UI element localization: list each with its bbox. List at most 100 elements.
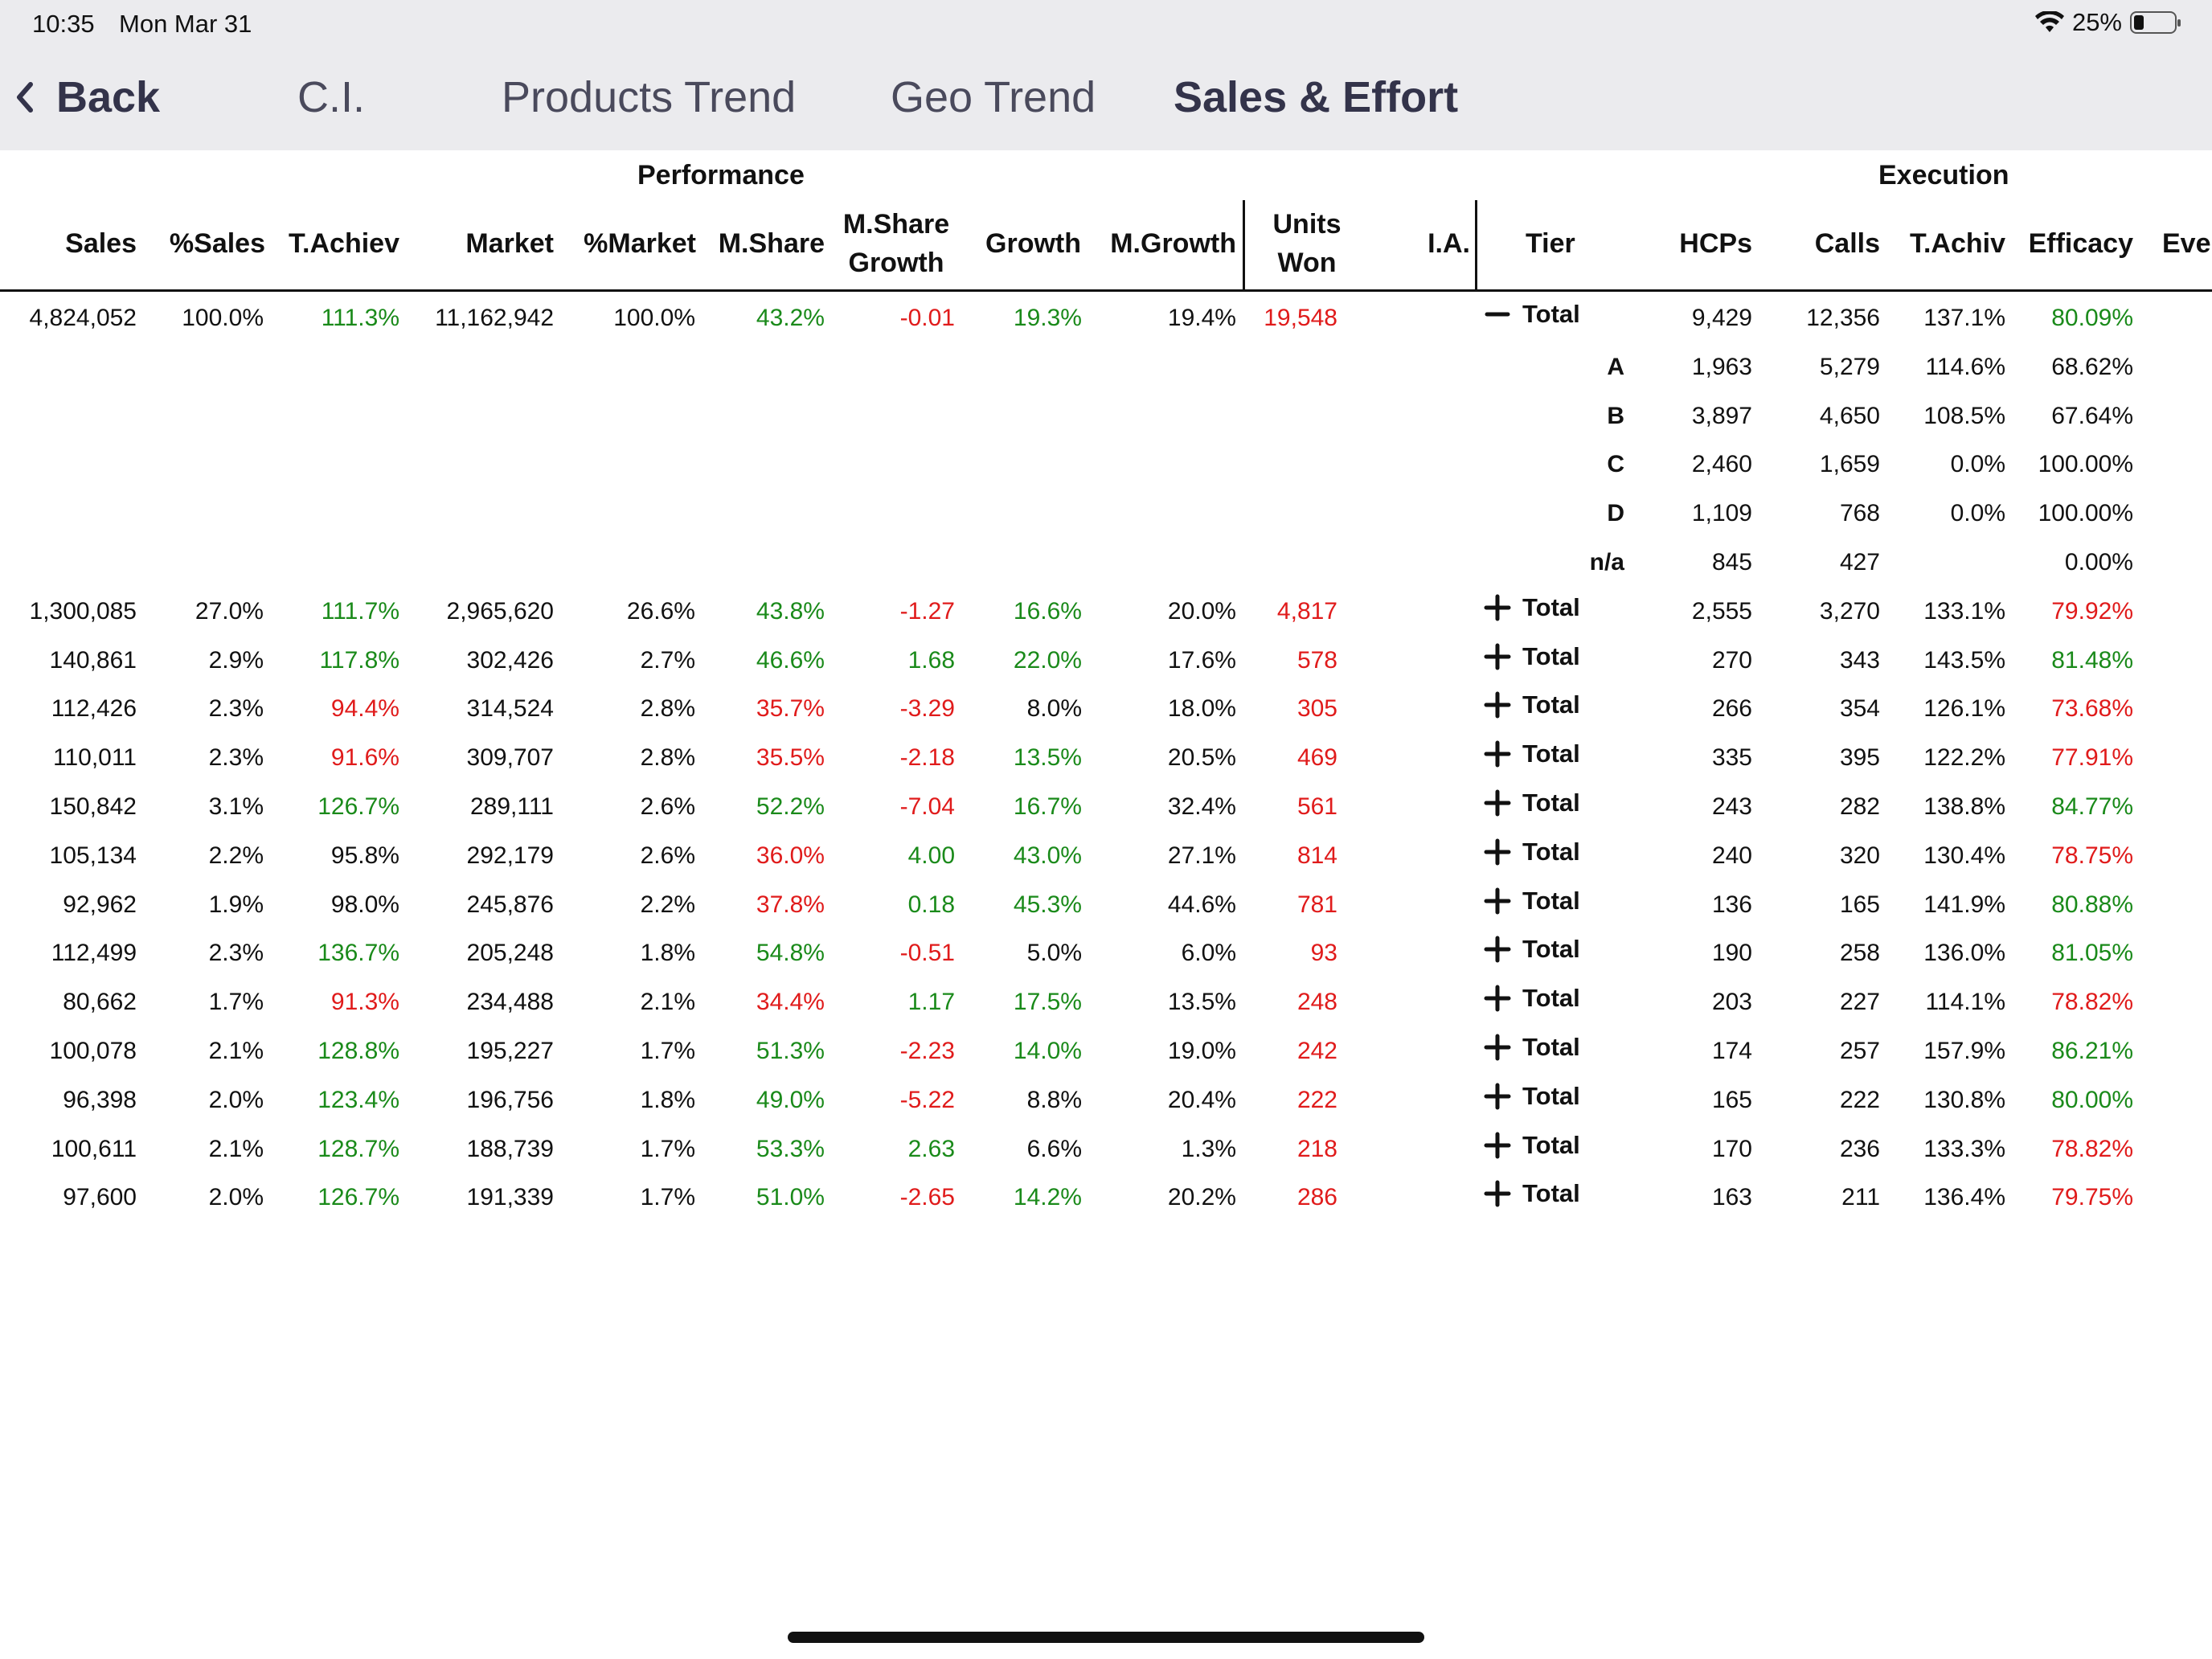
cell-market: 314,524 [466,695,554,723]
cell-calls: 257 [1839,1038,1880,1064]
cell-market: 11,162,942 [435,305,554,331]
expand-row-button[interactable]: Total [1484,642,1580,671]
nav-bar: Back C.I. Products Trend Geo Trend Sales… [0,48,2212,150]
cell-m-growth: 18.0% [1167,695,1236,723]
expand-row-button[interactable]: Total [1484,838,1580,866]
cell-growth: 14.2% [1013,1184,1082,1211]
cell-pct-market: 1.7% [640,1184,695,1211]
cell-m-share: 51.0% [756,1184,825,1211]
cell-growth: 22.0% [1013,646,1082,674]
cell-sales: 100,078 [49,1038,137,1064]
cell-m-share: 46.6% [756,646,825,674]
hdr-tier[interactable]: Tier [1526,228,1575,259]
cell-msg: 0.18 [907,891,955,918]
plus-icon [1484,691,1511,719]
expand-row-button[interactable]: Total [1484,739,1580,768]
expand-row-button[interactable]: Total [1484,690,1580,719]
hdr-market[interactable]: Market [465,228,554,259]
cell-msg: 1.17 [907,989,955,1016]
cell-msg: -1.27 [899,597,955,625]
hdr-calls[interactable]: Calls [1814,228,1880,259]
cell-efficacy: 77.91% [2051,744,2133,772]
cell-calls: 343 [1839,646,1880,674]
tier-label: Total [1522,1179,1580,1208]
cell-t-achiev: 91.6% [330,744,399,772]
hdr-units-won[interactable]: Units Won [1235,205,1379,282]
expand-row-button[interactable]: Total [1484,1131,1580,1160]
expand-row-button[interactable]: Total [1484,593,1580,622]
expand-row-button[interactable]: Total [1484,789,1580,817]
tab-products-trend[interactable]: Products Trend [502,73,797,121]
hdr-t-achiv[interactable]: T.Achiv [1909,228,2005,259]
cell-units: 286 [1296,1184,1337,1211]
cell-pct-sales: 2.2% [208,842,264,869]
cell-m-growth: 20.5% [1167,744,1236,772]
cell-hcps: 3,897 [1691,402,1752,429]
cell-market: 195,227 [466,1038,554,1064]
tier-sub-label: n/a [1589,549,1624,576]
cell-calls: 258 [1839,940,1880,967]
cell-msg: -0.51 [899,940,955,967]
expand-row-button[interactable]: Total [1484,1033,1580,1062]
hdr-hcps[interactable]: HCPs [1679,228,1752,259]
divider-units [1243,200,1245,292]
cell-pct-market: 2.1% [640,989,695,1016]
cell-m-growth: 20.0% [1167,597,1236,625]
cell-units: 93 [1310,940,1337,967]
cell-m-growth: 17.6% [1167,646,1236,674]
tier-label: Total [1522,886,1580,915]
cell-hcps: 2,460 [1691,451,1752,478]
expand-row-button[interactable]: Total [1484,1179,1580,1208]
cell-t-achiev: 126.7% [317,793,399,820]
hdr-m-share-growth[interactable]: M.Share Growth [824,205,969,282]
expand-row-button[interactable]: Total [1484,1082,1580,1111]
hdr-t-achiev[interactable]: T.Achiev [289,228,399,259]
hdr-pct-market[interactable]: %Market [584,228,696,259]
cell-efficacy: 78.82% [2051,989,2133,1016]
cell-pct-sales: 3.1% [208,793,264,820]
hdr-ia[interactable]: I.A. [1428,228,1470,259]
cell-sales: 4,824,052 [29,305,137,331]
expand-row-button[interactable]: Total [1484,935,1580,964]
collapse-row-button[interactable]: Total [1484,300,1580,329]
home-indicator[interactable] [788,1632,1424,1643]
plus-icon [1484,789,1511,817]
back-button[interactable]: Back [14,72,160,122]
cell-t-achiv: 136.0% [1923,940,2005,967]
cell-calls: 165 [1839,891,1880,918]
hdr-pct-sales[interactable]: %Sales [169,228,265,259]
cell-t-achiv: 143.5% [1923,646,2005,674]
cell-efficacy: 68.62% [2051,353,2133,380]
tab-ci[interactable]: C.I. [297,73,366,121]
cell-t-achiev: 123.4% [317,1086,399,1113]
hdr-efficacy[interactable]: Efficacy [2028,228,2133,259]
cell-pct-sales: 2.1% [208,1038,264,1064]
cell-sales: 140,861 [49,646,137,674]
cell-calls: 4,650 [1819,402,1880,429]
tab-geo-trend[interactable]: Geo Trend [891,73,1096,121]
cell-hcps: 203 [1711,989,1752,1016]
tier-label: Total [1522,1033,1580,1061]
cell-efficacy: 80.00% [2051,1086,2133,1113]
cell-m-share: 35.7% [756,695,825,723]
hdr-eve[interactable]: Eve [2162,228,2211,259]
cell-pct-sales: 2.3% [208,940,264,967]
cell-sales: 96,398 [63,1086,137,1113]
cell-hcps: 240 [1711,842,1752,869]
cell-t-achiv: 133.3% [1923,1135,2005,1162]
hdr-sales[interactable]: Sales [65,228,137,259]
cell-t-achiev: 128.8% [317,1038,399,1064]
hdr-growth[interactable]: Growth [985,228,1081,259]
expand-row-button[interactable]: Total [1484,887,1580,916]
cell-calls: 354 [1839,695,1880,723]
cell-pct-market: 26.6% [626,597,695,625]
cell-units: 781 [1296,891,1337,918]
hdr-m-share[interactable]: M.Share [718,228,825,259]
hdr-m-growth[interactable]: M.Growth [1110,228,1236,259]
expand-row-button[interactable]: Total [1484,984,1580,1013]
plus-icon [1484,1083,1511,1110]
tab-sales-effort[interactable]: Sales & Effort [1174,73,1459,121]
tier-label: Total [1522,300,1580,328]
cell-t-achiv: 141.9% [1923,891,2005,918]
cell-msg: -5.22 [899,1086,955,1113]
